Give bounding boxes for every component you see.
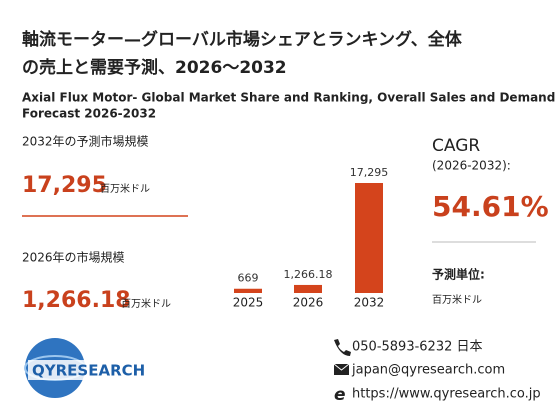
contact-web: https://www.qyresearch.co.jp xyxy=(352,387,541,402)
bar-chart: 669 2025 1,266.18 2026 17,295 2032 xyxy=(233,166,389,310)
x-tick-label: 2032 xyxy=(354,296,385,310)
x-tick-label: 2025 xyxy=(233,296,264,310)
title-ja-line2: の売上と需要予測、2026～2032 xyxy=(22,57,287,78)
bar xyxy=(234,288,262,293)
value-label: 17,295 xyxy=(350,166,389,179)
title-ja-line1: 軸流モーター—グローバル市場シェアとランキング、全体 xyxy=(22,29,463,50)
contact-email: japan@qyresearch.com xyxy=(351,363,505,378)
cagr-value: 54.61% xyxy=(432,190,549,223)
logo-band xyxy=(28,360,156,380)
logo-text: QYRESEARCH xyxy=(32,362,145,380)
x-tick-label: 2026 xyxy=(293,296,324,310)
unit-label: 予測単位: xyxy=(432,267,485,282)
cagr-label: CAGR xyxy=(432,136,480,156)
web-icon: e xyxy=(334,385,346,405)
value-label: 1,266.18 xyxy=(284,268,333,281)
bar xyxy=(294,284,322,293)
stat-value: 17,295 xyxy=(22,173,107,198)
bar xyxy=(355,183,383,293)
phone-icon xyxy=(334,339,351,356)
title-en-line1: Axial Flux Motor- Global Market Share an… xyxy=(22,91,555,105)
value-label: 669 xyxy=(238,272,259,285)
contact-phone: 050-5893-6232 日本 xyxy=(352,340,483,355)
logo: QYRESEARCH xyxy=(24,338,156,398)
stat-unit: 百万米ドル xyxy=(121,297,171,310)
title-en-line2: Forecast 2026-2032 xyxy=(22,107,156,121)
mail-icon xyxy=(333,363,350,375)
stat-label: 2026年の市場規模 xyxy=(22,250,125,265)
stat-label: 2032年の予測市場規模 xyxy=(22,134,149,149)
cagr-period: (2026-2032): xyxy=(432,159,511,173)
stat-value: 1,266.18 xyxy=(22,288,131,313)
stat-unit: 百万米ドル xyxy=(100,182,150,195)
unit-value: 百万米ドル xyxy=(432,293,482,306)
